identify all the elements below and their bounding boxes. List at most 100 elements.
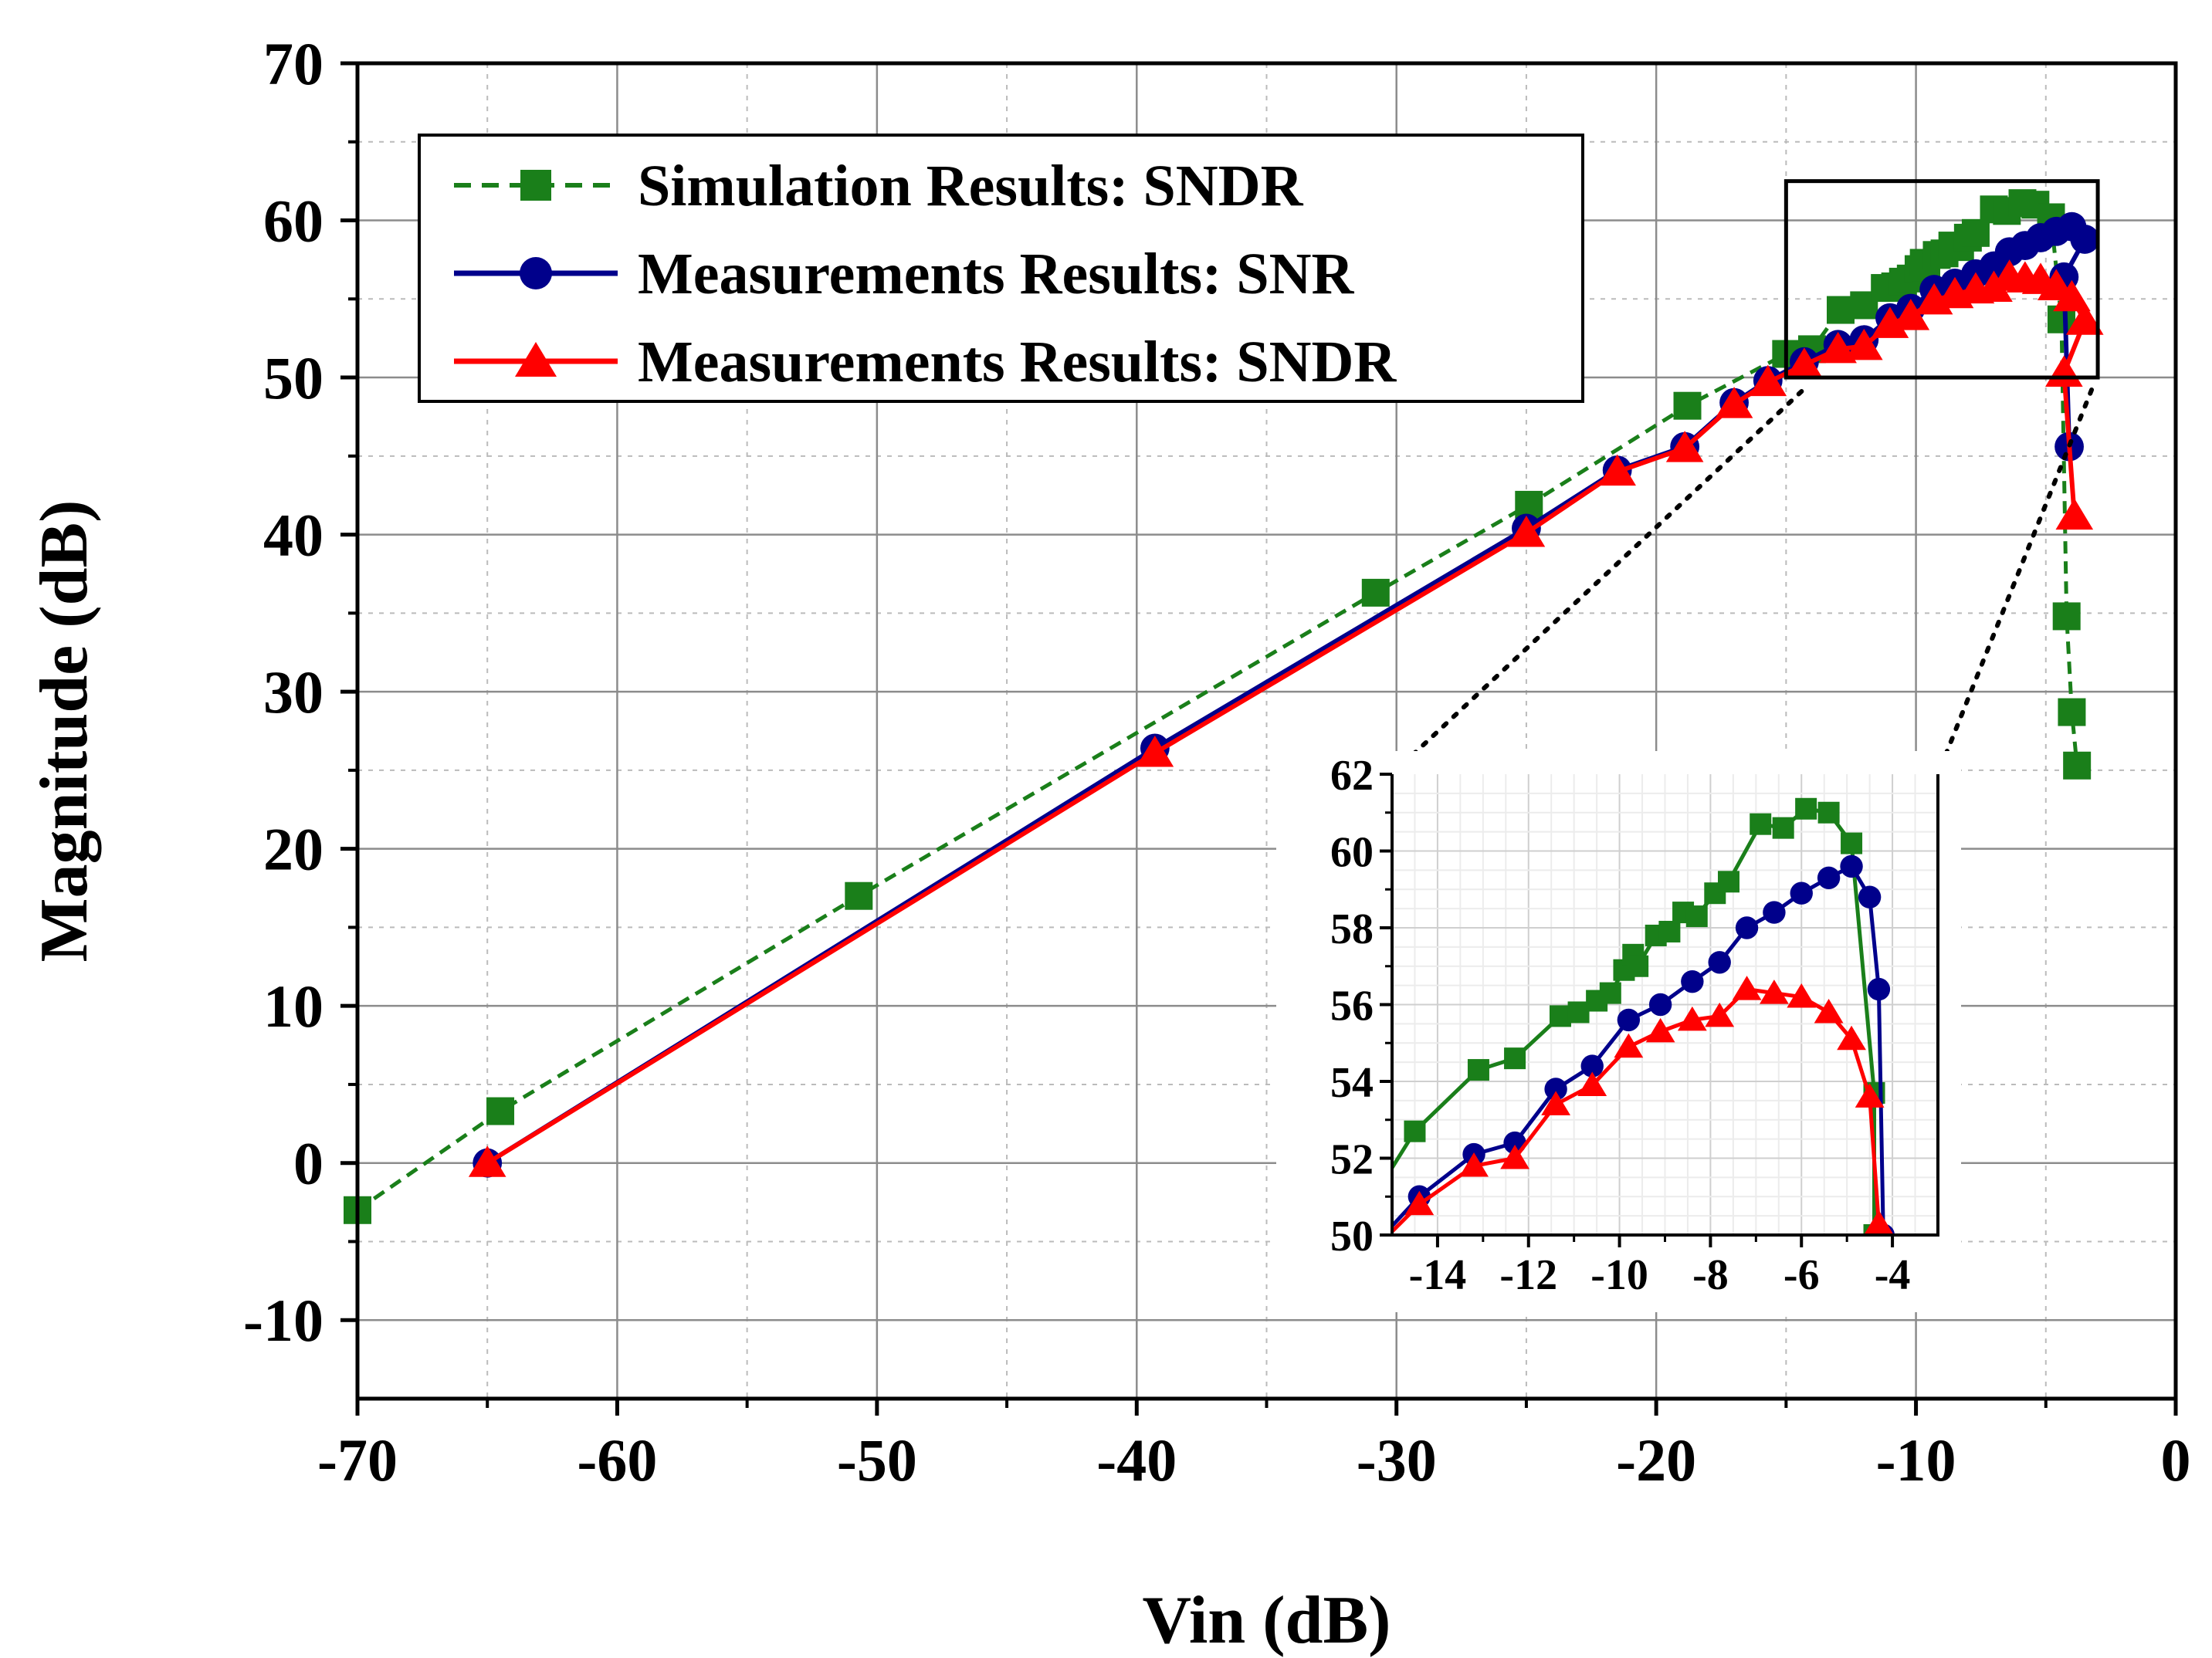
data-point [1136,735,1174,767]
inset-gridlines [1392,774,1938,1235]
data-point [1961,218,1990,247]
inset-y-tick-label: 52 [1330,1136,1374,1184]
x-tick-label: -70 [317,1426,398,1494]
x-tick-label: -50 [837,1426,917,1494]
inset-axes [1391,774,1939,1237]
inset-y-tick-label: 60 [1330,829,1374,877]
inset-x-tick-label: -6 [1783,1251,1820,1299]
data-point [2053,279,2091,312]
inset-data-point [1685,905,1708,928]
x-tick-label: -40 [1096,1426,1177,1494]
legend-label: Measurements Results: SNDR [638,330,1397,394]
data-point [1892,299,1930,330]
inset-x-tick-label: -12 [1499,1251,1557,1299]
data-point [1361,578,1390,607]
data-point [1665,431,1704,462]
inset-data-point [1648,993,1672,1017]
inset-data-point [1858,885,1882,909]
inset-data-point [1459,1152,1489,1177]
data-point [1673,391,1702,420]
y-tick-label: 60 [263,188,324,255]
inset-data-point [1404,1190,1435,1216]
inset-x-tick-label: -10 [1590,1251,1648,1299]
zoom-connector-left [1390,389,1804,777]
inset-data-point [1708,951,1731,974]
inset-data-point [1735,916,1759,939]
inset-data-point [1763,901,1786,924]
inset-series-1 [1392,797,1885,1235]
series-1 [344,189,2092,1224]
y-tick-label: -10 [243,1287,324,1354]
x-axis-title: Vin (dB) [1143,1583,1391,1658]
inset-series-3 [1392,976,1894,1235]
data-point [1871,306,1909,338]
inset-data-point [1772,817,1794,839]
inset-data-point [1614,1033,1644,1058]
data-point [1507,516,1546,547]
data-point [1819,331,1857,364]
inset-data-point [1404,1120,1426,1142]
x-tick-label: -60 [577,1426,657,1494]
inset-y-tick-label: 56 [1330,983,1374,1030]
zoom-box [1783,179,2100,380]
data-point [2065,303,2104,335]
inset-data-point [1841,832,1863,854]
legend-marker [520,257,552,289]
data-point [2063,751,2092,780]
inset-data-point [1840,854,1863,878]
inset-data-point [1627,955,1649,977]
y-tick-label: 40 [263,502,324,569]
inset-data-point [1580,1054,1604,1078]
y-tick-label: 50 [263,344,324,411]
inset-data-point [1814,998,1844,1024]
data-point [1715,387,1753,418]
inset-data-point [1760,980,1789,1004]
inset-data-point [1467,1059,1489,1081]
inset-data-point [1732,976,1762,1000]
legend-box [418,134,1584,403]
inset-data-point [1787,983,1817,1008]
inset-tick-labels: -14 -12 -10 -8 -6 -4 50 52 54 56 58 60 62 [1330,752,1910,1299]
y-tick-label: 20 [263,816,324,883]
inset-data-point [1705,1002,1735,1027]
main-tick-labels: -70 -60 -50 -40 -30 -20 -10 0 -10 0 10 20 30 40 50 60 70 [243,30,2190,1494]
inset-data-point [1500,1145,1529,1169]
inset-data-point [1864,1210,1894,1235]
x-tick-label: -10 [1876,1426,1956,1494]
inset-data-point [1541,1091,1570,1115]
inset-data-point [1867,977,1891,1001]
inset-y-tick-label: 50 [1330,1213,1374,1260]
inset-x-tick-label: -4 [1875,1251,1911,1299]
y-tick-label: 30 [263,658,324,726]
inset-y-tick-label: 58 [1330,905,1374,953]
main-plot-frame [355,61,2178,1401]
data-point [1785,347,1824,379]
data-point [1749,364,1787,397]
inset-data-point [1750,813,1772,835]
data-point [2058,698,2086,726]
inset-data-point [1567,1001,1590,1024]
inset-y-tick-label: 54 [1330,1059,1374,1107]
series-3 [468,259,2104,1177]
legend-label: Simulation Results: SNDR [638,154,1304,218]
legend: Simulation Results: SNDR Measurements Res… [418,134,1584,403]
inset-x-tick-label: -8 [1692,1251,1729,1299]
inset-data-point [1795,797,1817,820]
data-point [2070,225,2100,254]
inset-data-point [1599,982,1621,1004]
inset-data-point [1855,1083,1885,1108]
inset-data-point [1504,1047,1526,1070]
inset-data-point [1817,866,1841,890]
legend-item: Measurements Results: SNDR [454,330,1397,394]
y-tick-label: 70 [263,30,324,97]
legend-label: Measurements Results: SNR [638,242,1355,306]
y-axis-title: Magnitude (dB) [27,500,102,963]
inset-data-point [1577,1071,1607,1096]
data-point [1827,296,1855,324]
inset-data-point [1717,871,1739,893]
inset-data-point [1837,1025,1866,1051]
inset-data-point [1790,881,1813,905]
legend-marker [520,170,551,201]
inset-x-tick-label: -14 [1409,1251,1467,1299]
y-tick-label: 10 [263,973,324,1040]
